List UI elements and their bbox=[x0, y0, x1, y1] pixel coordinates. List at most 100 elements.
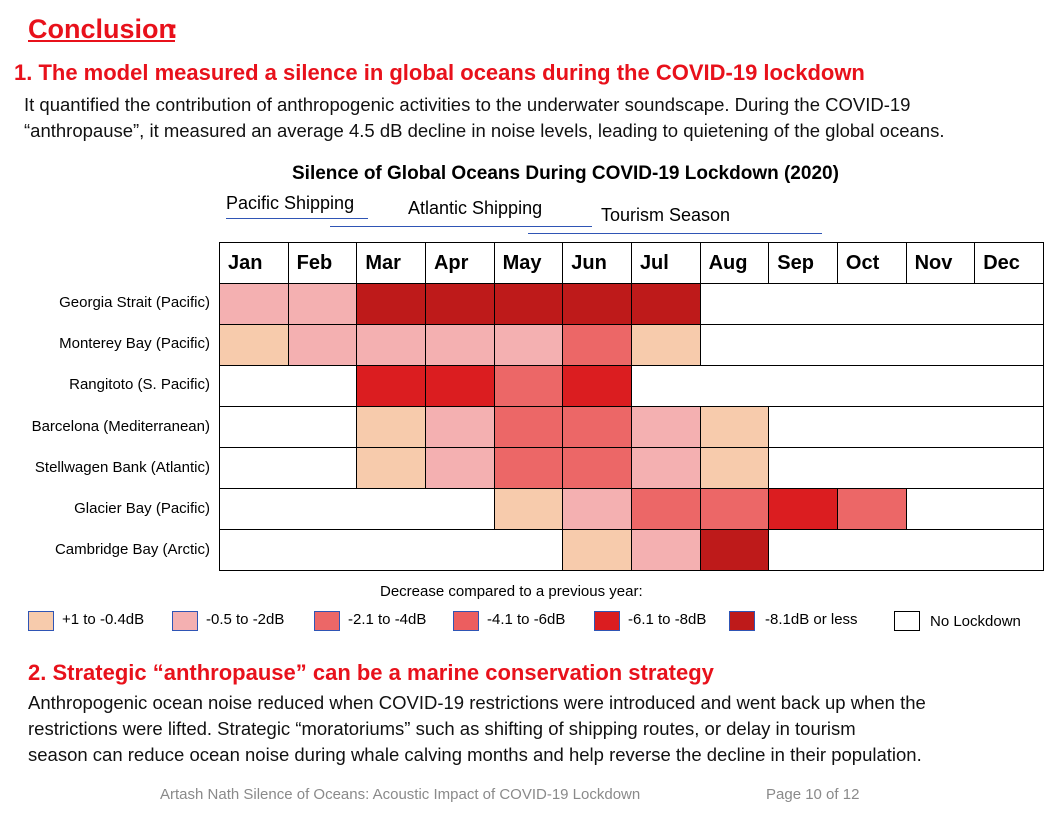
point2-line2: restrictions were lifted. Strategic “mor… bbox=[28, 718, 856, 739]
heat-cell-jul bbox=[630, 324, 701, 366]
point2-heading: 2. Strategic “anthropause” can be a mari… bbox=[28, 660, 714, 685]
heatmap-row bbox=[219, 488, 1045, 530]
heat-cell-aug bbox=[699, 447, 770, 489]
heat-cell-feb bbox=[287, 283, 358, 325]
heat-cell-mar bbox=[356, 324, 426, 366]
heat-cell-aug bbox=[699, 406, 770, 448]
month-header-mar: Mar bbox=[356, 242, 426, 284]
season-label-tourism-season: Tourism Season bbox=[601, 205, 731, 225]
legend-swatch bbox=[172, 611, 198, 631]
heat-cell-jun bbox=[562, 488, 632, 530]
heatmap-row bbox=[218, 406, 1044, 448]
legend-caption: Decrease compared to a previous year: bbox=[380, 583, 643, 600]
month-header-jun: Jun bbox=[562, 242, 632, 284]
heat-cell-jun bbox=[562, 406, 632, 448]
no-lockdown-cell bbox=[699, 324, 1045, 366]
heat-cell-mar bbox=[356, 283, 426, 325]
heat-cell-mar bbox=[356, 406, 426, 448]
point2-line1: Anthropogenic ocean noise reduced when C… bbox=[28, 692, 926, 713]
heat-cell-mar bbox=[356, 447, 426, 489]
heat-cell-may bbox=[493, 488, 564, 530]
no-lockdown-cell bbox=[218, 365, 358, 407]
point1-heading: 1. The model measured a silence in globa… bbox=[14, 60, 865, 85]
month-header-oct: Oct bbox=[836, 242, 907, 284]
heat-cell-jun bbox=[562, 324, 632, 366]
heat-cell-may bbox=[493, 447, 564, 489]
season-bar-pacific bbox=[330, 226, 592, 227]
row-label: Barcelona (Mediterranean) bbox=[31, 417, 210, 435]
heat-cell-mar bbox=[356, 365, 426, 407]
legend-label: -8.1dB or less bbox=[765, 611, 858, 628]
no-lockdown-cell bbox=[905, 488, 1045, 530]
no-lockdown-cell bbox=[699, 283, 1045, 325]
month-header-jan: Jan bbox=[219, 242, 289, 284]
heatmap-row bbox=[218, 529, 1044, 571]
month-header-aug: Aug bbox=[699, 242, 770, 284]
heat-cell-apr bbox=[424, 406, 495, 448]
point2-line3: season can reduce ocean noise during wha… bbox=[28, 744, 922, 765]
no-lockdown-cell bbox=[768, 529, 1044, 571]
legend-swatch bbox=[28, 611, 54, 631]
month-header-may: May bbox=[493, 242, 564, 284]
heat-cell-jun bbox=[562, 283, 632, 325]
season-bar-tourism bbox=[528, 233, 822, 234]
no-lockdown-cell bbox=[768, 406, 1044, 448]
row-label: Georgia Strait (Pacific) bbox=[59, 294, 210, 311]
heat-cell-aug bbox=[699, 529, 770, 571]
heat-cell-jan bbox=[219, 283, 289, 325]
month-header-row: Jan Feb Mar Apr May Jun Jul Aug Sep Oct Nov Dec bbox=[219, 242, 1044, 284]
title-colon: : bbox=[169, 14, 178, 44]
row-label: Glacier Bay (Pacific) bbox=[74, 500, 210, 517]
page-title: Conclusion bbox=[28, 14, 175, 44]
heat-cell-jul bbox=[630, 529, 701, 571]
legend-label: No Lockdown bbox=[930, 613, 1021, 630]
footer-text: Artash Nath Silence of Oceans: Acoustic … bbox=[160, 786, 641, 803]
season-underline-pacific bbox=[226, 218, 368, 219]
legend-swatch bbox=[453, 611, 479, 631]
legend-label: -2.1 to -4dB bbox=[348, 611, 427, 628]
row-label: Cambridge Bay (Arctic) bbox=[54, 541, 210, 559]
heat-cell-jul bbox=[630, 406, 701, 448]
heat-cell-feb bbox=[287, 324, 358, 366]
heatmap-row bbox=[218, 365, 1045, 407]
heat-cell-jun bbox=[562, 365, 632, 407]
row-label: Stellwagen Bank (Atlantic) bbox=[34, 458, 210, 476]
page-number: Page 10 of 12 bbox=[766, 786, 860, 803]
heat-cell-apr bbox=[424, 447, 495, 489]
month-header-apr: Apr bbox=[424, 242, 495, 284]
point1-line2: “anthropause”, it measured an average 4.… bbox=[24, 120, 945, 141]
row-label: Rangitoto (S. Pacific) bbox=[69, 376, 210, 394]
heatmap-row bbox=[219, 283, 1045, 325]
chart-title: Silence of Global Oceans During COVID-19… bbox=[292, 163, 839, 184]
heat-cell-may bbox=[493, 365, 564, 407]
heat-cell-sep bbox=[768, 488, 838, 530]
heat-cell-apr bbox=[424, 365, 495, 407]
legend-label: -0.5 to -2dB bbox=[206, 611, 285, 628]
heat-cell-may bbox=[493, 283, 564, 325]
month-header-nov: Nov bbox=[905, 242, 976, 284]
no-lockdown-cell bbox=[218, 529, 564, 571]
point1-line1: It quantified the contribution of anthro… bbox=[24, 94, 911, 115]
heat-cell-may bbox=[493, 324, 564, 366]
legend-label: -6.1 to -8dB bbox=[628, 611, 707, 628]
heatmap-row bbox=[219, 324, 1045, 366]
no-lockdown-cell bbox=[630, 365, 1045, 407]
heat-cell-apr bbox=[424, 324, 495, 366]
month-header-jul: Jul bbox=[630, 242, 701, 284]
no-lockdown-cell bbox=[218, 406, 358, 448]
heatmap-grid: Jan Feb Mar Apr May Jun Jul Aug Sep Oct Nov Dec bbox=[218, 242, 1045, 571]
heat-cell-jul bbox=[630, 488, 701, 530]
heat-cell-oct bbox=[836, 488, 907, 530]
heat-cell-may bbox=[493, 406, 564, 448]
legend-swatch bbox=[729, 611, 755, 631]
no-lockdown-cell bbox=[768, 447, 1044, 489]
row-label: Monterey Bay (Pacific) bbox=[59, 335, 210, 353]
heat-cell-jul bbox=[630, 283, 701, 325]
month-header-sep: Sep bbox=[768, 242, 838, 284]
heat-cell-jun bbox=[562, 447, 632, 489]
season-label-atlantic-shipping: Atlantic Shipping bbox=[408, 198, 543, 218]
legend-label: +1 to -0.4dB bbox=[62, 611, 145, 628]
heat-cell-jan bbox=[219, 324, 289, 366]
legend-label: -4.1 to -6dB bbox=[487, 611, 566, 628]
no-lockdown-cell bbox=[218, 447, 358, 489]
